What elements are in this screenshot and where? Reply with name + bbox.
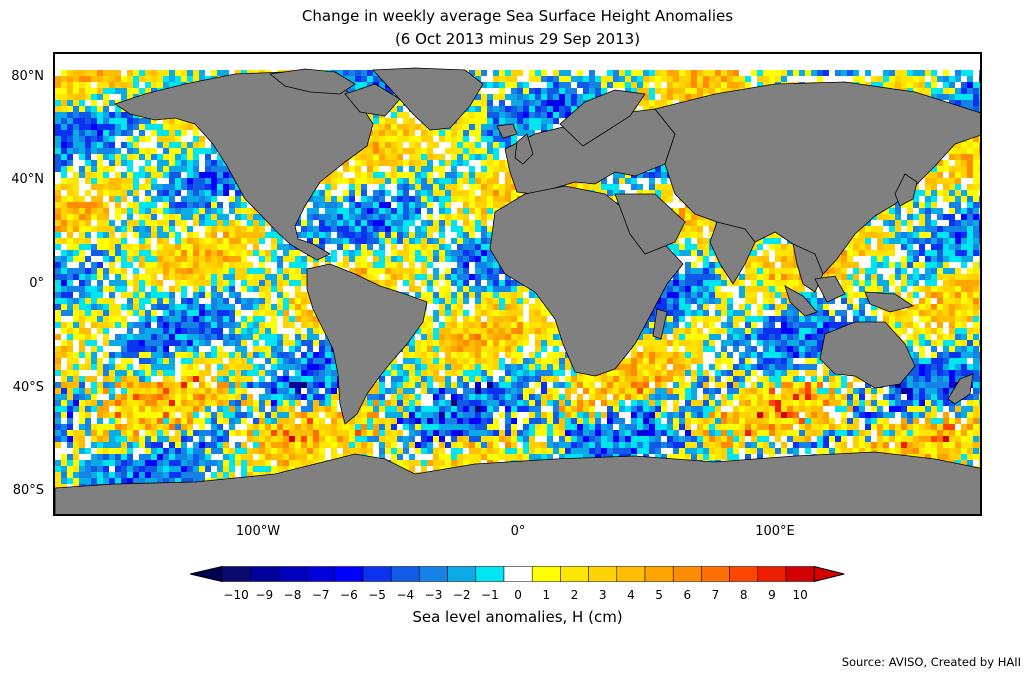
land-australia <box>819 321 916 389</box>
land-antarctica <box>55 451 980 514</box>
colorbar-tick-label: 5 <box>655 588 663 602</box>
chart-title: Change in weekly average Sea Surface Hei… <box>301 7 734 25</box>
land-britain <box>514 133 534 165</box>
colorbar-swatch <box>672 566 702 582</box>
colorbar <box>190 566 845 583</box>
lon-label-0: 0° <box>510 524 526 539</box>
colorbar-tick-label: 10 <box>792 588 808 602</box>
map-panel <box>53 52 982 516</box>
colorbar-swatch <box>560 566 589 582</box>
colorbar-extend-high <box>813 566 845 583</box>
colorbar-swatch <box>785 566 815 582</box>
lat-label-0: 0° <box>29 276 44 291</box>
land-iceland <box>496 123 518 139</box>
land-greenland <box>372 67 484 131</box>
land-baffin <box>344 83 401 117</box>
colorbar-swatch <box>531 566 561 582</box>
colorbar-swatch <box>278 566 307 582</box>
colorbar-tick-label: −10 <box>223 588 249 602</box>
colorbar-tick-label: 3 <box>598 588 607 602</box>
colorbar-swatch <box>701 566 730 582</box>
colorbar-tick-label: 7 <box>711 588 720 602</box>
colorbar-swatch <box>249 566 279 582</box>
colorbar-swatch <box>390 566 420 582</box>
land-scandinavia <box>559 89 646 147</box>
colorbar-tick-label: 0 <box>514 588 522 602</box>
colorbar-label: Sea level anomalies, H (cm) <box>412 608 623 626</box>
colorbar-swatch <box>362 566 392 582</box>
sea-surface-map <box>55 67 980 514</box>
colorbar-swatch <box>447 566 477 582</box>
colorbar-tick-label: −9 <box>255 588 274 602</box>
land-india <box>709 221 756 285</box>
lat-label-80s: 80°S <box>12 483 44 498</box>
colorbar-tick-label: −1 <box>481 588 499 602</box>
colorbar-swatch <box>503 566 533 582</box>
colorbar-tick-label: −4 <box>396 588 415 602</box>
colorbar-tick-label: −6 <box>340 588 358 602</box>
land-asia <box>654 81 980 275</box>
land-japan <box>894 173 918 207</box>
lon-label-100e: 100°E <box>755 524 795 539</box>
colorbar-extend-low <box>190 566 223 583</box>
lon-label-100w: 100°W <box>235 524 281 539</box>
colorbar-tick-label: 6 <box>683 588 692 602</box>
land-south-america <box>306 263 428 425</box>
chart-subtitle: (6 Oct 2013 minus 29 Sep 2013) <box>394 30 641 48</box>
land-madagascar <box>652 308 668 340</box>
colorbar-tick-label: −3 <box>424 588 443 602</box>
colorbar-tick-label: 2 <box>570 588 579 602</box>
land-canadian-arctic <box>269 68 356 95</box>
land-new-zealand <box>947 373 974 405</box>
colorbar-tick-label: 1 <box>542 588 551 602</box>
colorbar-tick-label: −2 <box>452 588 471 602</box>
colorbar-swatch <box>588 566 618 582</box>
colorbar-tick-label: −8 <box>283 588 302 602</box>
lat-label-80n: 80°N <box>11 69 44 84</box>
land-new-guinea <box>864 291 914 313</box>
land-borneo <box>814 275 846 303</box>
colorbar-swatch <box>306 566 336 582</box>
colorbar-swatch <box>334 566 364 582</box>
colorbar-swatch <box>729 566 759 582</box>
colorbar-tick-label: 4 <box>627 588 635 602</box>
colorbar-swatch <box>757 566 787 582</box>
land-sumatra <box>784 285 818 317</box>
colorbar-tick-label: −5 <box>368 588 386 602</box>
colorbar-tick-label: −7 <box>311 588 330 602</box>
colorbar-swatch <box>616 566 646 582</box>
colorbar-swatch <box>475 566 505 582</box>
land-arabia <box>614 193 686 255</box>
lat-label-40s: 40°S <box>12 380 44 395</box>
lat-label-40n: 40°N <box>11 172 44 187</box>
source-note: Source: AVISO, Created by HAII <box>841 655 1021 669</box>
colorbar-swatch <box>419 566 448 582</box>
colorbar-tick-label: 8 <box>739 588 748 602</box>
colorbar-tick-label: 9 <box>768 588 776 602</box>
colorbar-swatch <box>644 566 674 582</box>
colorbar-swatch <box>221 566 251 582</box>
